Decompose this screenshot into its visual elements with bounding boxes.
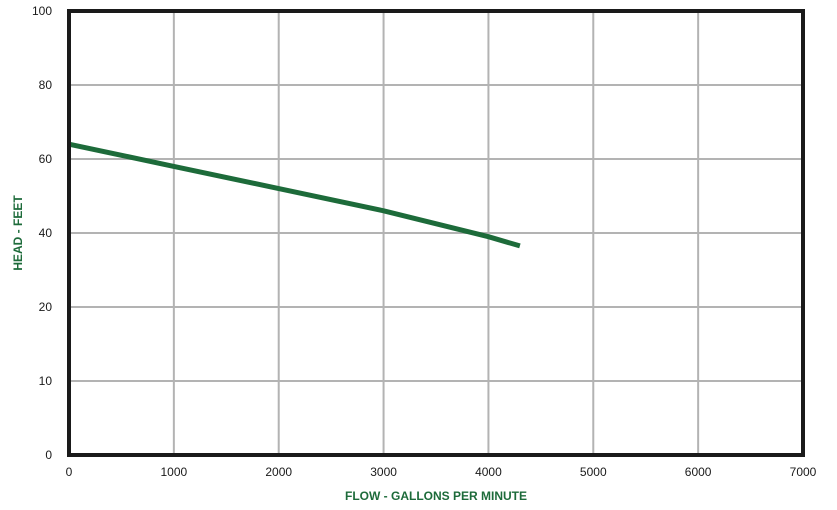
y-tick-label: 60 bbox=[39, 152, 53, 166]
x-axis-title: FLOW - GALLONS PER MINUTE bbox=[345, 489, 527, 503]
head-flow-curve bbox=[68, 141, 521, 249]
x-tick-label: 4000 bbox=[475, 465, 502, 479]
y-tick-label: 0 bbox=[45, 448, 52, 462]
grid-lines bbox=[69, 11, 803, 455]
x-tick-labels: 0 1000 2000 3000 4000 5000 6000 7000 bbox=[66, 465, 817, 479]
x-tick-label: 5000 bbox=[580, 465, 607, 479]
x-tick-label: 6000 bbox=[685, 465, 712, 479]
y-axis-title: HEAD - FEET bbox=[11, 195, 25, 271]
x-tick-label: 1000 bbox=[161, 465, 188, 479]
x-tick-label: 3000 bbox=[370, 465, 397, 479]
y-tick-label: 20 bbox=[39, 300, 53, 314]
y-tick-label: 100 bbox=[32, 4, 52, 18]
series-group bbox=[68, 141, 521, 249]
y-tick-label: 10 bbox=[39, 374, 53, 388]
x-tick-label: 2000 bbox=[265, 465, 292, 479]
y-tick-label: 40 bbox=[39, 226, 53, 240]
x-tick-label: 0 bbox=[66, 465, 73, 479]
y-tick-label: 80 bbox=[39, 78, 53, 92]
y-tick-labels: 0 10 20 40 60 80 100 bbox=[32, 4, 52, 462]
plot-frame bbox=[67, 9, 805, 457]
x-tick-label: 7000 bbox=[790, 465, 817, 479]
